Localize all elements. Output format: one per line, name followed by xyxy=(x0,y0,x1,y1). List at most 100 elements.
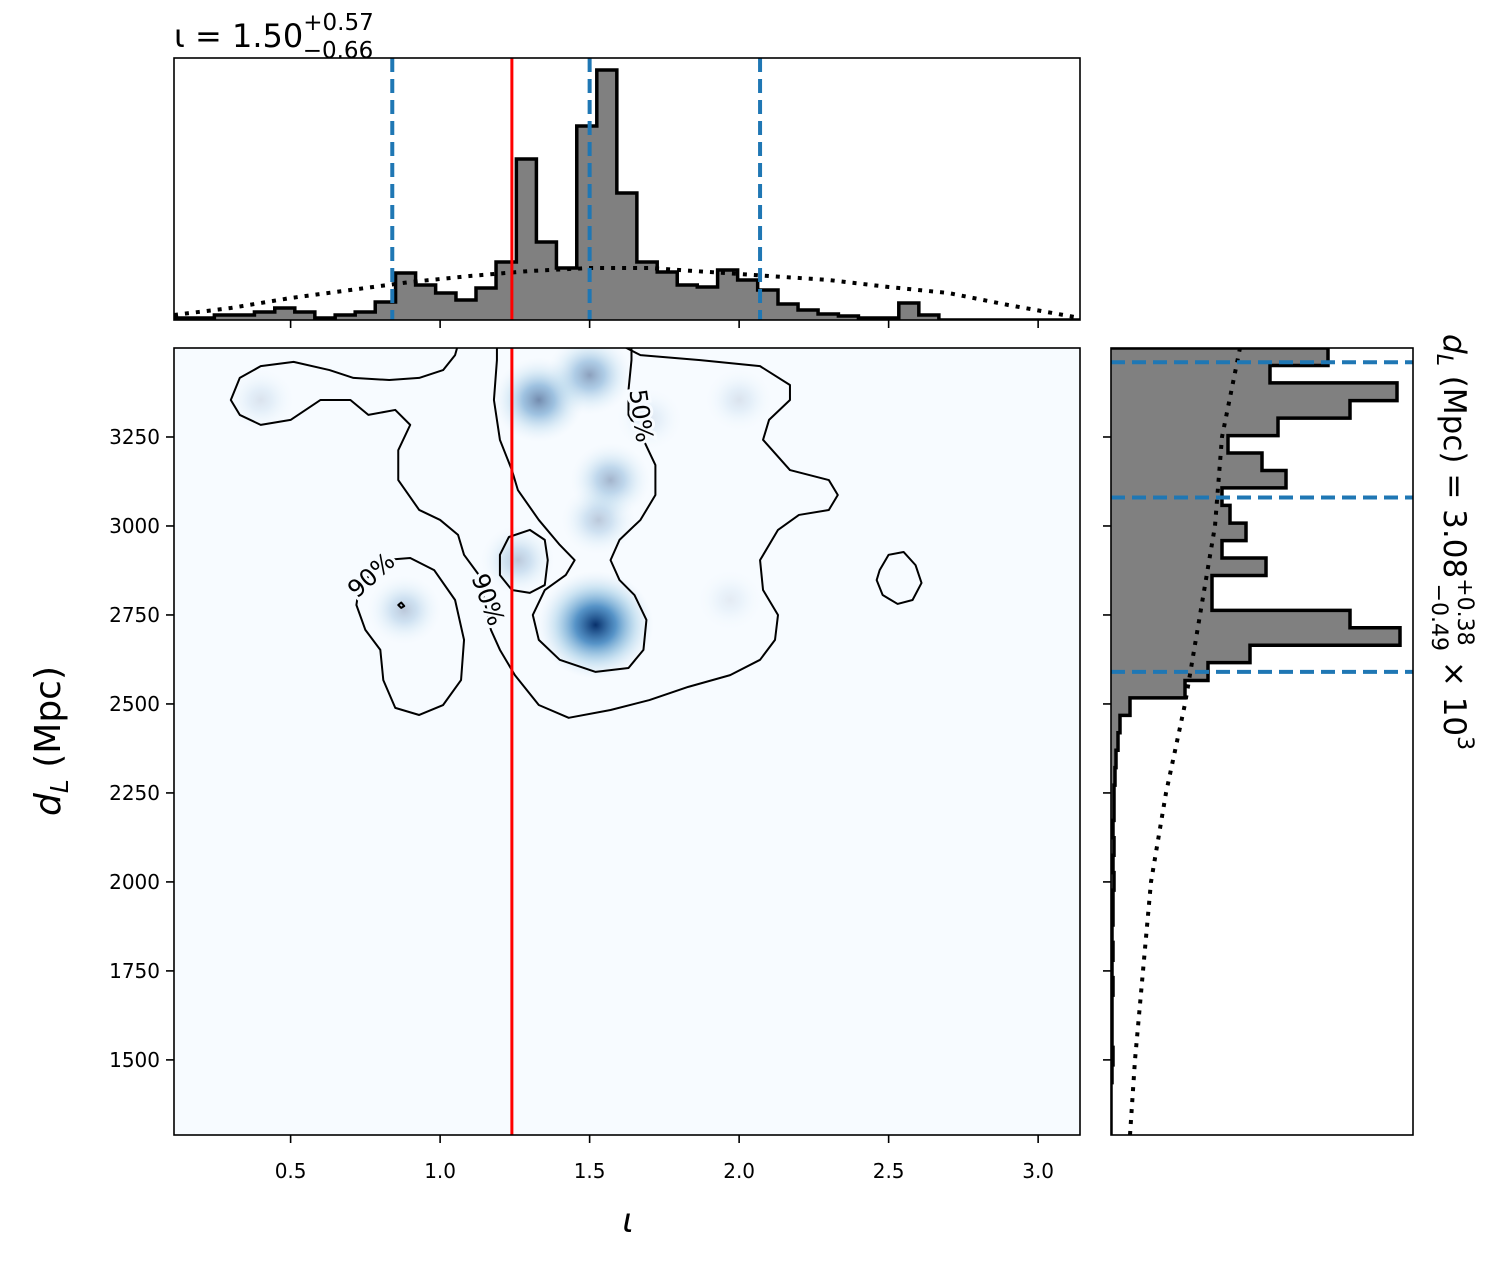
contour-line xyxy=(498,528,549,594)
histogram-bar xyxy=(616,193,638,320)
histogram-bar xyxy=(697,287,719,320)
histogram-bar xyxy=(798,310,819,320)
contour-line xyxy=(492,348,657,673)
side-label: dL (Mpc) = 3.08+0.38−0.49 × 103 xyxy=(1426,334,1477,750)
histogram-bar xyxy=(455,300,477,320)
histogram-bar xyxy=(918,315,940,320)
side-label-subv: −0.49 xyxy=(1426,584,1451,651)
histogram-bar xyxy=(476,288,497,320)
side-label-text: (Mpc) = 3.08 xyxy=(1436,366,1472,578)
histogram-bar xyxy=(1111,540,1222,559)
contour-line xyxy=(355,557,466,716)
title-main: ι = 1.50 xyxy=(174,17,303,55)
density-peak xyxy=(616,388,683,450)
histogram-bar xyxy=(274,308,296,320)
histogram-bar xyxy=(1111,505,1230,524)
histogram-bar xyxy=(355,312,376,320)
histogram-bar xyxy=(1111,715,1120,734)
title-sub: −0.66 xyxy=(303,38,373,64)
histogram-bar xyxy=(1111,697,1130,716)
histogram-bar xyxy=(234,315,255,320)
density-peak xyxy=(367,575,442,645)
histogram-bar xyxy=(1111,680,1185,699)
histogram-bar xyxy=(596,70,618,320)
histogram-bar xyxy=(898,303,920,320)
density-peak xyxy=(561,485,636,555)
y-tick-label: 2000 xyxy=(109,870,160,894)
histogram-bar xyxy=(415,285,437,320)
title-sup: +0.57 xyxy=(303,10,373,36)
y-tick-label: 1750 xyxy=(109,959,160,983)
histogram-bar xyxy=(1111,750,1116,769)
histogram-bar xyxy=(435,293,457,320)
histogram-bar xyxy=(1111,575,1212,594)
histogram-bar xyxy=(778,304,799,320)
x-tick-label: 2.5 xyxy=(873,1159,905,1183)
histogram-bar xyxy=(395,273,417,320)
y-tick-label: 2500 xyxy=(109,692,160,716)
histogram-bar xyxy=(838,316,859,320)
histogram-bar xyxy=(536,242,557,320)
histogram-bar xyxy=(254,312,276,320)
contour-line xyxy=(229,348,839,719)
histogram-bar xyxy=(677,285,698,320)
histogram-bar xyxy=(1111,558,1266,576)
y-tick-label: 3250 xyxy=(109,425,160,449)
y-label-symbol: d xyxy=(28,792,69,816)
contour-line xyxy=(397,601,406,609)
histogram-bar xyxy=(214,315,235,320)
side-histogram xyxy=(1111,348,1413,1135)
y-label-unit: (Mpc) xyxy=(28,666,69,779)
contour-line xyxy=(875,550,923,605)
histogram-bar xyxy=(556,268,578,320)
side-label-exp: 3 xyxy=(1452,736,1477,750)
histogram-bar xyxy=(1111,418,1278,437)
histogram-bar xyxy=(1111,732,1118,751)
histogram-bar xyxy=(657,272,678,320)
x-tick-label: 1.0 xyxy=(424,1159,456,1183)
histogram-bar xyxy=(1111,365,1270,384)
histogram-bar xyxy=(1111,645,1250,664)
x-tick-label: 0.5 xyxy=(275,1159,307,1183)
side-label-sup: +0.38 xyxy=(1452,578,1477,645)
histogram-bar xyxy=(818,314,839,320)
histogram-bar xyxy=(1111,767,1115,786)
y-tick-label: 2250 xyxy=(109,781,160,805)
density-peak xyxy=(547,348,633,415)
histogram-bar xyxy=(1111,627,1400,646)
side-label-times: × 10 xyxy=(1436,651,1472,736)
y-label-sub: L xyxy=(45,779,74,793)
histogram-outline xyxy=(174,68,1080,320)
histogram-bar xyxy=(1111,382,1397,402)
histogram-bar xyxy=(1111,592,1212,611)
x-tick-label: 2.0 xyxy=(723,1159,755,1183)
density-peak xyxy=(705,368,773,432)
histogram-bar xyxy=(516,159,537,320)
y-axis-label: dL (Mpc) xyxy=(28,666,74,816)
histogram-bar xyxy=(1111,610,1350,629)
prior-line xyxy=(1128,348,1242,1135)
top-histogram xyxy=(174,58,1080,320)
side-label-sub: L xyxy=(1431,354,1456,366)
side-label-symbol: d xyxy=(1436,334,1472,354)
top-title: ι = 1.50+0.57 −0.66 xyxy=(174,10,374,64)
x-tick-label: 1.5 xyxy=(574,1159,606,1183)
density-peak xyxy=(537,570,654,679)
histogram-bar xyxy=(636,262,658,320)
histogram-bar xyxy=(1111,470,1286,489)
axes-frame xyxy=(1110,347,1414,1136)
axes: 0.5 1.0 1.5 2.0 2.5 3.0 1500 1750 2000 2250 2500 27… xyxy=(109,57,1414,1183)
prior-line xyxy=(174,266,1080,320)
histogram-bar xyxy=(576,126,598,320)
histogram-bar xyxy=(757,290,779,320)
histogram-outline xyxy=(1111,348,1402,1135)
histogram-bar xyxy=(1111,523,1246,542)
y-tick-label: 1500 xyxy=(109,1048,160,1072)
histogram-bar xyxy=(1111,453,1262,471)
histogram-bar xyxy=(1111,400,1350,419)
histogram-bar xyxy=(717,270,739,320)
histogram-bar xyxy=(335,315,356,320)
y-tick-label: 3000 xyxy=(109,514,160,538)
histogram-bar xyxy=(1111,435,1228,454)
